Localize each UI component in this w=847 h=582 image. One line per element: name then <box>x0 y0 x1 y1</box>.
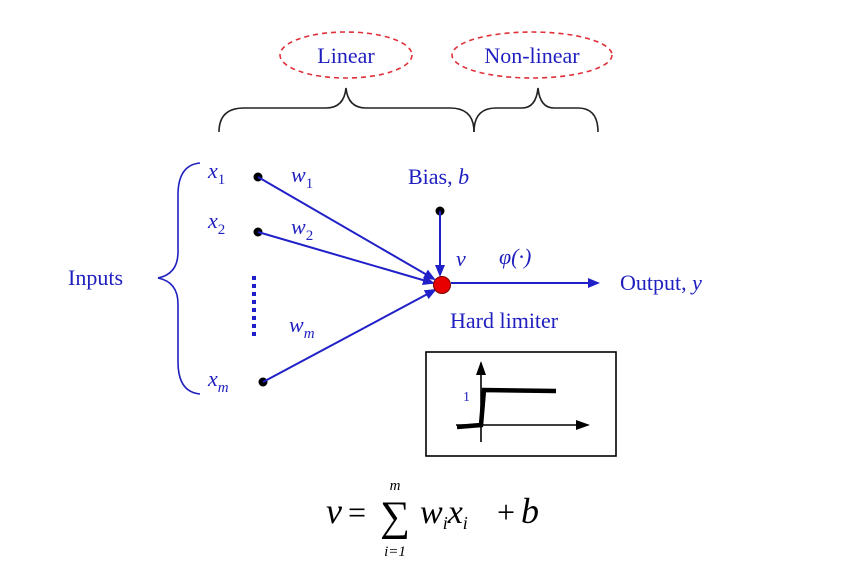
nonlinear-brace <box>473 87 599 133</box>
hard-limiter-label: Hard limiter <box>450 308 559 333</box>
v-label: v <box>456 246 466 271</box>
step-curve <box>456 387 557 430</box>
nonlinear-label: Non-linear <box>484 43 580 68</box>
weight-wm-label: wm <box>289 312 315 342</box>
step-function-box <box>425 351 617 457</box>
phi-label: φ(·) <box>499 244 531 269</box>
linear-label: Linear <box>317 43 375 68</box>
formula-sum-lower: i=1 <box>384 544 406 560</box>
input-xm-label: xm <box>207 366 229 396</box>
output-label: Output, y <box>620 270 702 295</box>
formula-sum-upper: m <box>390 478 401 494</box>
step-tick-label: 1 <box>463 390 470 405</box>
weight-w2-label: w2 <box>291 214 313 244</box>
formula-lhs: v <box>326 491 342 531</box>
formula-sum-symbol: ∑ <box>380 494 410 540</box>
neuron-node <box>433 276 451 294</box>
inputs-label: Inputs <box>68 265 123 290</box>
formula-plus: + <box>497 494 515 530</box>
weight-arrow-1 <box>257 176 436 281</box>
inputs-brace <box>157 162 201 395</box>
input-x1-label: x1 <box>207 158 225 188</box>
bias-label: Bias, b <box>408 164 469 189</box>
formula-bias: b <box>521 491 539 531</box>
formula: v = m ∑ i=1 wixi + b <box>326 478 539 560</box>
weight-w1-label: w1 <box>291 162 313 192</box>
nonlinear-ellipse <box>451 31 613 79</box>
input-x2-label: x2 <box>207 208 225 238</box>
formula-equals: = <box>348 494 366 530</box>
linear-ellipse <box>279 31 413 79</box>
formula-term: wixi <box>420 494 468 533</box>
weight-arrow-m <box>262 289 437 383</box>
weight-arrow-2 <box>257 231 435 286</box>
linear-brace <box>218 87 475 133</box>
